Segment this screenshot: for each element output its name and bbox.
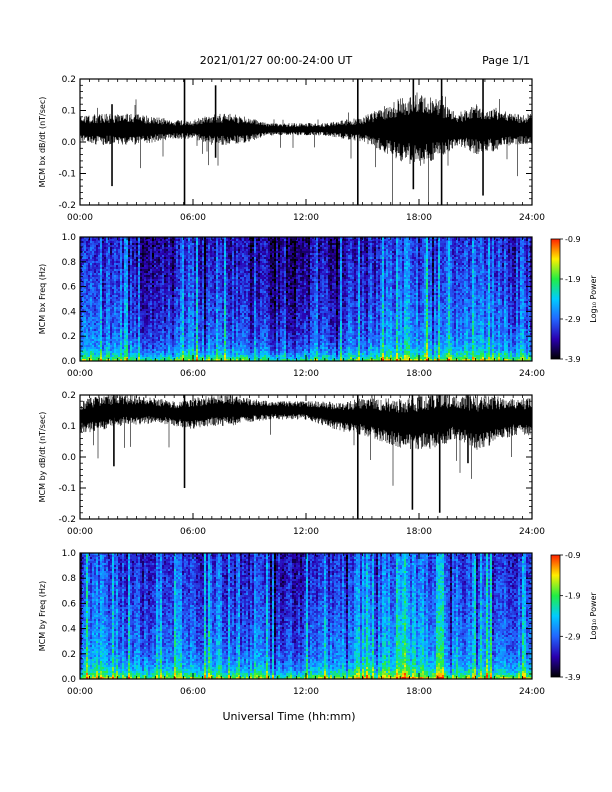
spectrogram-band xyxy=(88,325,528,361)
x-tick-label: 12:00 xyxy=(293,527,319,537)
x-tick-label: 00:00 xyxy=(67,527,93,537)
spectrogram-band xyxy=(84,553,532,679)
spectrogram-band xyxy=(86,553,532,679)
y-tick-label: 0.2 xyxy=(62,391,76,401)
x-tick-label: 00:00 xyxy=(67,213,93,223)
colorbar-label: Log₁₀ Power xyxy=(589,275,598,323)
y-tick-label: 0.1 xyxy=(62,422,76,432)
y-axis-label: MCM by Freq (Hz) xyxy=(38,581,47,651)
x-tick-label: 00:00 xyxy=(67,369,93,379)
spectrogram-band xyxy=(80,553,532,669)
spectrogram-band xyxy=(82,237,532,359)
spectrogram-band xyxy=(88,349,530,361)
y-tick-label: 0.0 xyxy=(62,138,77,148)
spectrogram-band xyxy=(156,669,524,679)
spectrogram-band xyxy=(80,553,532,677)
y-tick-label: -0.2 xyxy=(58,201,76,211)
colorbar xyxy=(550,238,561,360)
x-tick-label: 18:00 xyxy=(406,213,432,223)
x-tick-label: 24:00 xyxy=(519,213,545,223)
x-axis-label: Universal Time (hh:mm) xyxy=(223,710,356,723)
y-axis-label: MCM bx dB/dt (nT/sec) xyxy=(38,97,47,188)
spectrogram-band xyxy=(80,241,526,361)
spectrogram-band xyxy=(80,239,532,361)
spectrogram-band xyxy=(82,553,530,679)
colorbar-tick-label: -3.9 xyxy=(565,355,581,364)
waveform-series xyxy=(79,79,533,205)
y-tick-label: 0.2 xyxy=(62,650,76,660)
y-tick-label: 0.6 xyxy=(62,283,77,293)
colorbar-tick-label: -3.9 xyxy=(565,673,581,682)
colorbar-tick-label: -2.9 xyxy=(565,315,581,324)
x-tick-label: 00:00 xyxy=(67,687,93,697)
y-tick-label: 0.8 xyxy=(62,258,77,268)
x-tick-label: 18:00 xyxy=(406,687,432,697)
colorbar-tick-label: -2.9 xyxy=(565,632,581,641)
spectrogram-band xyxy=(96,675,474,679)
y-tick-label: 0.6 xyxy=(62,599,77,609)
x-tick-label: 06:00 xyxy=(180,687,206,697)
page-number: Page 1/1 xyxy=(482,54,530,67)
spectrogram-band xyxy=(80,579,526,679)
spectrogram-cells xyxy=(80,553,532,679)
colorbar-tick-label: -1.9 xyxy=(565,592,581,601)
chart-title: 2021/01/27 00:00-24:00 UT xyxy=(200,54,353,67)
y-tick-label: 1.0 xyxy=(62,233,77,243)
spectrogram-band xyxy=(82,553,530,679)
x-tick-label: 12:00 xyxy=(293,369,319,379)
y-axis-label: MCM bx Freq (Hz) xyxy=(38,264,47,334)
spectrogram-cells xyxy=(80,237,532,361)
x-tick-label: 24:00 xyxy=(519,527,545,537)
colorbar xyxy=(550,554,561,678)
x-tick-label: 06:00 xyxy=(180,527,206,537)
y-tick-label: 0.2 xyxy=(62,75,76,85)
x-tick-label: 06:00 xyxy=(180,213,206,223)
y-tick-label: 0.1 xyxy=(62,107,76,117)
spectrogram-band xyxy=(80,237,530,361)
x-tick-label: 12:00 xyxy=(293,213,319,223)
y-tick-label: 0.0 xyxy=(62,357,77,367)
spectrogram-band xyxy=(80,237,532,357)
spectrogram-band xyxy=(80,237,530,359)
panels: -0.2 -0.1 0.0 0.1 0.2 MCM bx dB/dt (nT/sec) 00… xyxy=(38,75,598,697)
x-tick-label: 12:00 xyxy=(293,687,319,697)
waveform-series xyxy=(79,395,533,519)
y-tick-label: 0.8 xyxy=(62,574,77,584)
y-axis-label: MCM by dB/dt (nT/sec) xyxy=(38,412,47,503)
colorbar-tick-label: -0.9 xyxy=(565,235,581,244)
y-tick-label: 0.4 xyxy=(62,307,77,317)
spectrogram-band xyxy=(80,553,532,673)
spectrogram-band xyxy=(82,553,532,677)
y-tick-label: 0.2 xyxy=(62,332,76,342)
y-tick-label: 0.0 xyxy=(62,675,77,685)
spectrogram-band xyxy=(80,237,532,353)
x-tick-label: 24:00 xyxy=(519,369,545,379)
y-tick-label: -0.1 xyxy=(58,170,76,180)
y-tick-label: 0.4 xyxy=(62,625,77,635)
spectrogram-band xyxy=(92,659,532,679)
x-tick-label: 18:00 xyxy=(406,527,432,537)
spectrogram-band xyxy=(80,553,532,671)
y-tick-label: 1.0 xyxy=(62,549,77,559)
y-tick-label: 0.0 xyxy=(62,453,77,463)
x-tick-label: 18:00 xyxy=(406,369,432,379)
y-tick-label: -0.1 xyxy=(58,484,76,494)
colorbar-tick-label: -0.9 xyxy=(565,551,581,560)
colorbar-label: Log₁₀ Power xyxy=(589,592,598,640)
x-tick-label: 06:00 xyxy=(180,369,206,379)
colorbar-tick-label: -1.9 xyxy=(565,275,581,284)
spectrogram-band xyxy=(80,553,532,675)
y-tick-label: -0.2 xyxy=(58,515,76,525)
x-tick-label: 24:00 xyxy=(519,687,545,697)
spectrogram-band xyxy=(80,237,532,357)
